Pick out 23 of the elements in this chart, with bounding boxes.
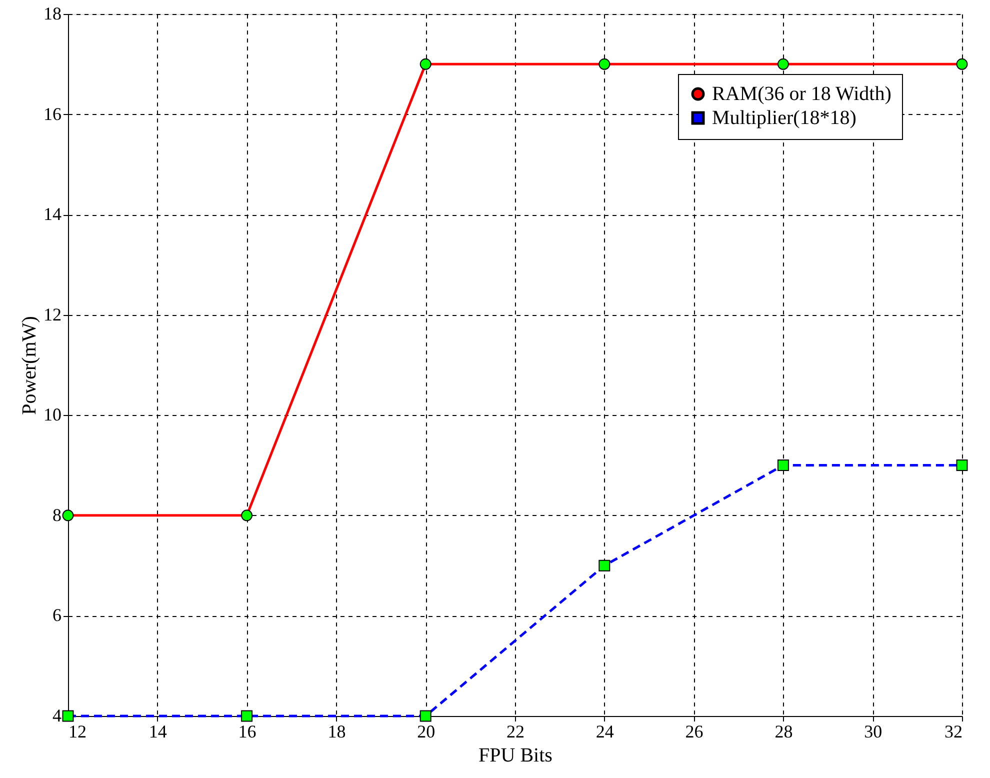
- y-tick-label: 12: [44, 304, 62, 324]
- y-tick-label: 18: [44, 4, 62, 24]
- y-tick-label: 14: [44, 204, 62, 224]
- y-tick-label: 10: [44, 404, 62, 425]
- x-tick-label: 24: [596, 722, 614, 742]
- x-tick-label: 14: [148, 722, 167, 742]
- y-tick-label: 8: [52, 504, 62, 525]
- y-tick-label: 4: [52, 706, 62, 726]
- y-tick-label: 16: [44, 104, 62, 124]
- legend-label: Multiplier(18*18): [712, 107, 856, 129]
- x-axis-title: FPU Bits: [478, 744, 553, 766]
- x-tick-label: 32: [944, 722, 962, 742]
- x-tick-label: 26: [685, 722, 704, 742]
- y-axis-title: Power(mW): [18, 316, 40, 415]
- x-tick-label: 30: [864, 722, 882, 742]
- y-tick-label: 6: [52, 605, 62, 626]
- x-tick-label: 22: [506, 722, 524, 742]
- x-tick-label: 18: [328, 722, 346, 742]
- x-tick-label: 28: [774, 722, 793, 742]
- x-tick-label: 12: [68, 722, 86, 742]
- x-tick-label: 16: [238, 722, 256, 742]
- legend-label: RAM(36 or 18 Width): [712, 83, 892, 105]
- x-tick-label: 20: [417, 722, 436, 742]
